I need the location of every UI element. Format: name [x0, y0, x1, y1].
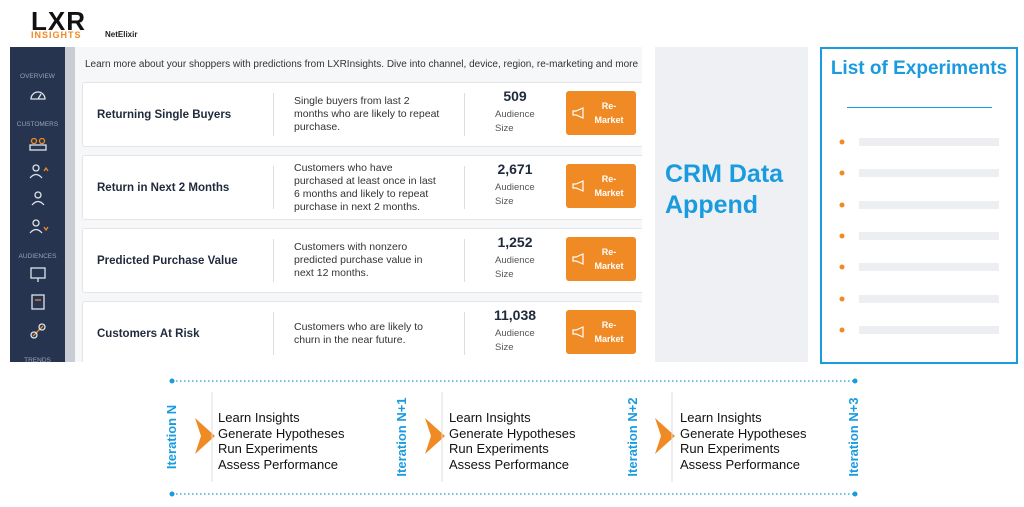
card-description: Customers who are likely to churn in the… — [294, 320, 423, 346]
step: Assess Performance — [680, 456, 800, 472]
title-rule — [847, 107, 992, 108]
divider — [464, 239, 465, 282]
audience-size-label: Audience Size — [495, 328, 535, 353]
step: Learn Insights — [680, 410, 762, 425]
step: Run Experiments — [449, 441, 549, 456]
intro-text: Learn more about your shoppers with pred… — [85, 59, 639, 70]
card-name: Return in Next 2 Months — [97, 181, 230, 194]
remarket-button[interactable]: Re-Market — [566, 237, 636, 281]
iteration-label: Iteration N+1 — [394, 397, 409, 477]
divider — [273, 312, 274, 355]
step: Run Experiments — [218, 441, 318, 456]
partner-logo: NetElixir — [105, 30, 138, 39]
step-list: Learn Insights Generate Hypotheses Run Exp… — [680, 410, 806, 472]
divider — [464, 93, 465, 136]
button-label: Re-Market — [594, 101, 624, 125]
iteration-frame — [169, 378, 858, 497]
card-name: Customers At Risk — [97, 327, 200, 340]
divider — [273, 166, 274, 209]
step-list: Learn Insights Generate Hypotheses Run Exp… — [218, 410, 344, 472]
step: Generate Hypotheses — [680, 425, 807, 441]
step: Learn Insights — [218, 410, 300, 425]
sidebar: OVERVIEW CUSTOMERS AUDIENCES TRENDS — [10, 47, 65, 362]
iteration-label: Iteration N+3 — [846, 397, 861, 477]
audience-card: Returning Single Buyers Single buyers fro… — [82, 82, 642, 147]
card-name: Predicted Purchase Value — [97, 254, 238, 267]
card-description: Customers who have purchased at least on… — [294, 161, 436, 213]
placeholder-list — [839, 138, 999, 334]
section-label: OVERVIEW — [20, 73, 55, 80]
logo-sub: INSIGHTS — [31, 30, 82, 40]
button-label: Re-Market — [594, 174, 624, 198]
section-label: CUSTOMERS — [16, 121, 59, 128]
megaphone-icon — [572, 326, 584, 338]
audience-size-label: Audience Size — [495, 182, 535, 207]
megaphone-icon — [572, 107, 584, 119]
experiments-panel: List of Experiments — [820, 47, 1018, 364]
remarket-button[interactable]: Re-Market — [566, 164, 636, 208]
remarket-button[interactable]: Re-Market — [566, 310, 636, 354]
card-description: Customers with nonzero predicted purchas… — [294, 241, 423, 279]
button-label: Re-Market — [594, 320, 624, 344]
audience-card: Customers At Risk Customers who are likel… — [82, 301, 642, 362]
dashboard: Learn more about your shoppers with pred… — [75, 47, 642, 362]
card-description: Single buyers from last 2 months who are… — [294, 95, 440, 133]
experiments-title: List of Experiments — [830, 58, 1008, 79]
scrollbar — [65, 47, 75, 362]
logo: LXR — [31, 6, 86, 36]
step-list: Learn Insights Generate Hypotheses Run Exp… — [449, 410, 575, 472]
audience-count: 11,038 — [493, 307, 537, 323]
divider — [464, 312, 465, 355]
iteration-label: Iteration N — [164, 404, 179, 470]
crm-panel: CRM Data Append — [655, 47, 808, 362]
card-name: Returning Single Buyers — [97, 108, 232, 121]
divider — [464, 166, 465, 209]
step: Assess Performance — [218, 456, 338, 472]
audience-count: 509 — [503, 88, 527, 104]
audience-count: 2,671 — [497, 161, 533, 177]
divider — [273, 93, 274, 136]
audience-card: Predicted Purchase Value Customers with n… — [82, 228, 642, 293]
audience-size-label: Audience Size — [495, 255, 535, 280]
step: Assess Performance — [449, 456, 569, 472]
audience-count: 1,252 — [497, 234, 533, 250]
button-label: Re-Market — [594, 247, 624, 271]
step: Generate Hypotheses — [449, 425, 576, 441]
sidebar-icons — [29, 91, 49, 339]
remarket-button[interactable]: Re-Market — [566, 91, 636, 135]
step: Learn Insights — [449, 410, 531, 425]
crm-label: CRM Data Append — [665, 160, 784, 219]
iteration-label: Iteration N+2 — [625, 397, 640, 477]
step: Generate Hypotheses — [218, 425, 345, 441]
divider — [273, 239, 274, 282]
section-label: AUDIENCES — [18, 253, 57, 260]
megaphone-icon — [572, 180, 584, 192]
section-label: TRENDS — [24, 357, 51, 362]
megaphone-icon — [572, 253, 584, 265]
audience-card: Return in Next 2 Months Customers who hav… — [82, 155, 642, 220]
audience-size-label: Audience Size — [495, 109, 535, 134]
step: Run Experiments — [680, 441, 780, 456]
